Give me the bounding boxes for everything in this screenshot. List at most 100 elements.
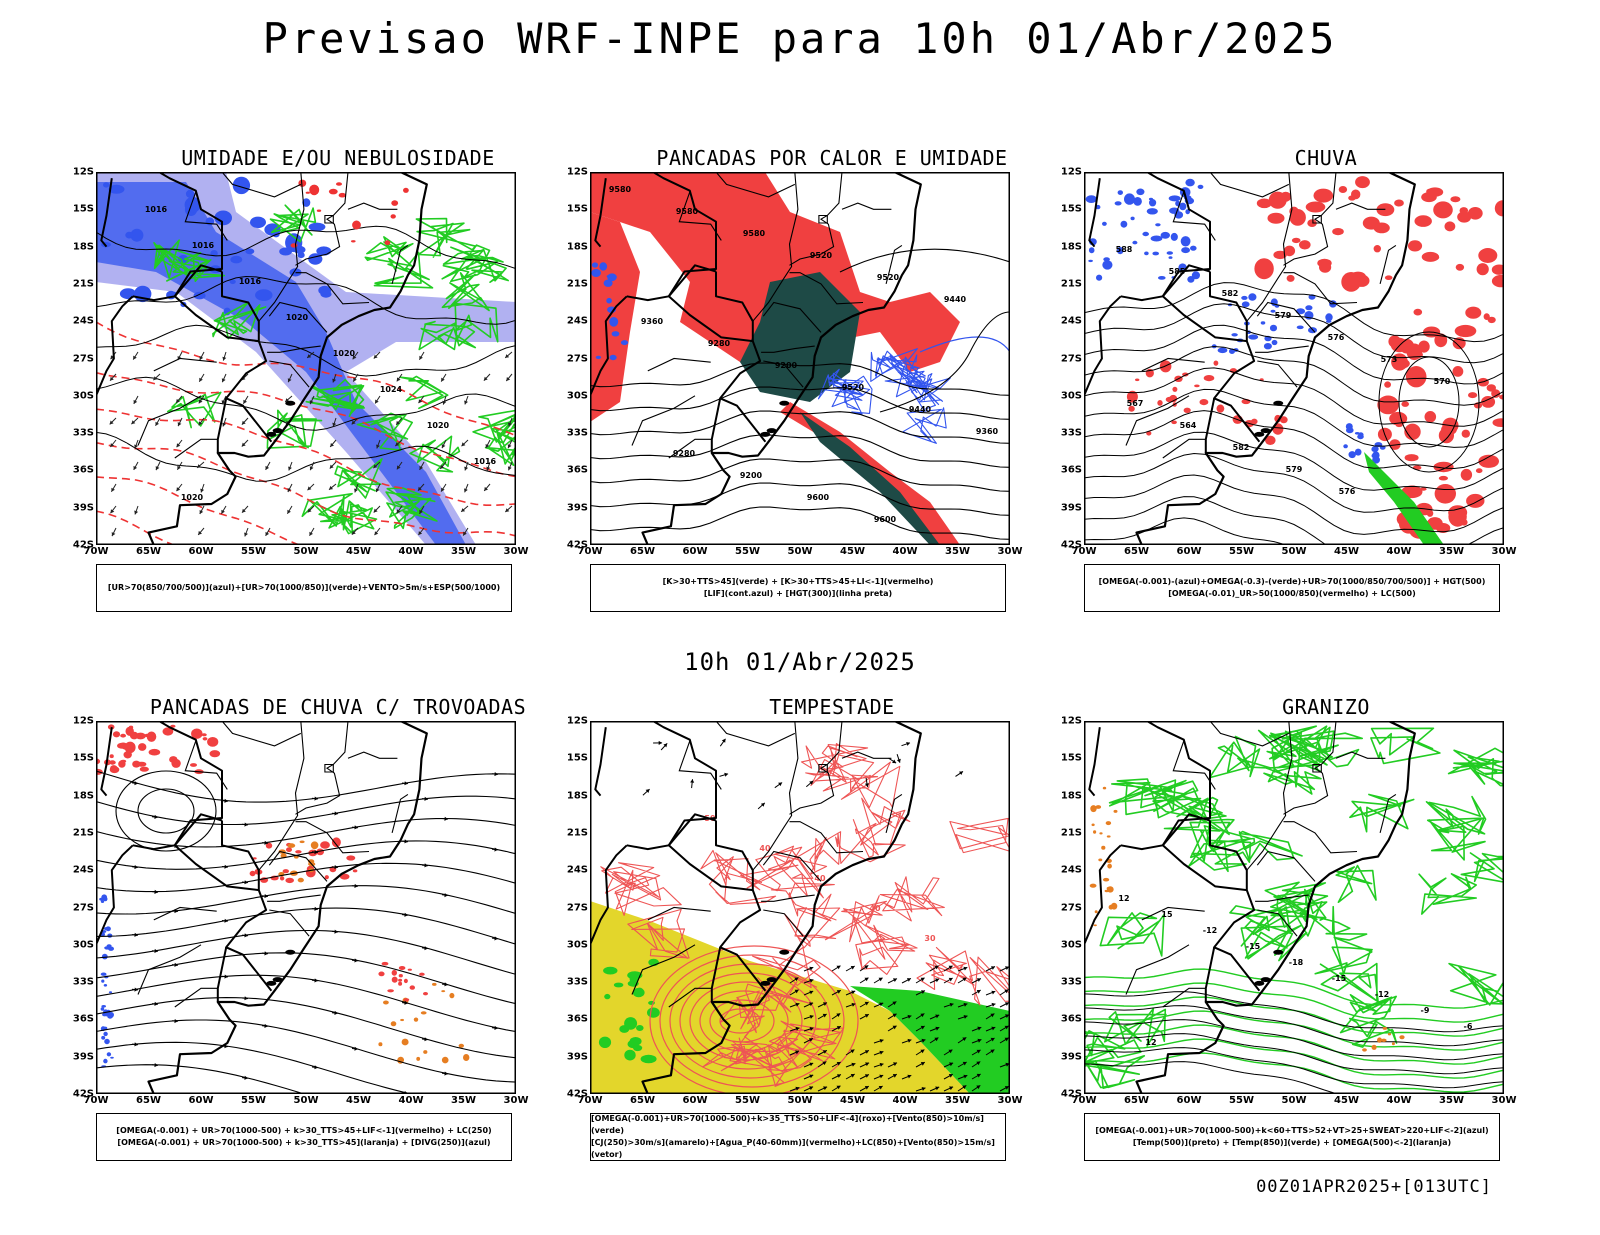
omega500-orange-blob bbox=[1103, 878, 1109, 882]
lat-tick-label: 15S bbox=[567, 204, 588, 215]
lon-tick-label: 70W bbox=[1072, 1095, 1097, 1106]
omega500-orange-blob bbox=[1107, 864, 1112, 869]
omega500-orange-blob bbox=[1381, 1039, 1387, 1042]
rain-red-blob bbox=[1433, 201, 1453, 218]
lat-tick-label: 27S bbox=[1061, 902, 1082, 913]
streamline-arrow bbox=[444, 817, 448, 821]
state-border-line bbox=[842, 203, 891, 209]
temp850-contour bbox=[1084, 1053, 1504, 1092]
storm-orange-blob bbox=[421, 1011, 427, 1014]
lat-tick-label: 30S bbox=[73, 390, 94, 401]
streamline-arrow bbox=[314, 1065, 318, 1069]
streamline-arrow bbox=[494, 848, 498, 852]
contour-label: -9 bbox=[1421, 1006, 1430, 1015]
lon-tick-label: 35W bbox=[945, 1095, 970, 1106]
streamline-arrow bbox=[404, 839, 408, 843]
storm-red-blob bbox=[398, 979, 402, 982]
lake-mark bbox=[760, 432, 770, 437]
storm-red-blob bbox=[190, 763, 197, 767]
rain-red-blob bbox=[1332, 228, 1344, 235]
humidity-low-contour bbox=[451, 247, 508, 282]
storm-orange-blob bbox=[432, 983, 437, 986]
storm-red-blob bbox=[126, 727, 134, 736]
hgt500-contour bbox=[1084, 304, 1504, 363]
streamline bbox=[96, 886, 516, 914]
lon-tick-label: 30W bbox=[998, 546, 1023, 557]
omega500-orange-blob bbox=[1392, 1042, 1395, 1045]
rain-red-blob bbox=[1405, 454, 1419, 461]
panel-title: PANCADAS POR CALOR E UMIDADE bbox=[582, 146, 1082, 170]
lat-tick-label: 18S bbox=[1061, 241, 1082, 252]
streamline-arrow bbox=[314, 797, 318, 801]
lon-tick-label: 55W bbox=[735, 546, 760, 557]
storm-red-blob bbox=[149, 749, 161, 756]
humidity-red-blob bbox=[309, 185, 319, 196]
rain-red-blob bbox=[1384, 381, 1391, 387]
wind850-green-blob bbox=[619, 1025, 629, 1033]
storm-red-blob bbox=[392, 977, 398, 983]
contour-label: 9600 bbox=[874, 515, 897, 524]
page-title: Previsao WRF-INPE para 10h 01/Abr/2025 bbox=[0, 14, 1600, 63]
humidity-red-blob bbox=[317, 210, 321, 212]
streamline-arrow bbox=[354, 825, 358, 829]
temp850-contour bbox=[1084, 969, 1504, 1008]
lif-blue-blob bbox=[599, 262, 607, 270]
lat-tick-label: 39S bbox=[73, 502, 94, 513]
rain-red-blob bbox=[1172, 387, 1177, 392]
humidity-red-blob bbox=[385, 240, 391, 245]
lon-tick-label: 70W bbox=[578, 546, 603, 557]
divergence-blue-blob bbox=[107, 1052, 111, 1056]
storm-red-blob bbox=[210, 750, 221, 757]
wind850-green-blob bbox=[599, 1037, 611, 1048]
lat-tick-label: 18S bbox=[1061, 790, 1082, 801]
rain-red-blob bbox=[1455, 325, 1477, 337]
lon-tick-label: 55W bbox=[735, 1095, 760, 1106]
lon-tick-label: 60W bbox=[1177, 546, 1202, 557]
contour-label: 9360 bbox=[641, 317, 664, 326]
lon-tick-label: 35W bbox=[1439, 546, 1464, 557]
streamline bbox=[96, 998, 516, 1058]
rain-red-blob bbox=[1450, 196, 1460, 202]
rain-red-blob bbox=[1157, 400, 1162, 406]
contour-label: 1020 bbox=[333, 349, 356, 358]
wind850-green-blob bbox=[603, 967, 617, 975]
streamline-arrow bbox=[224, 865, 228, 869]
humidity-blob bbox=[194, 292, 206, 300]
omega-blue-blob bbox=[1248, 334, 1258, 339]
lc850-contour bbox=[950, 818, 1010, 852]
lon-tick-label: 30W bbox=[1492, 546, 1517, 557]
lon-tick-label: 55W bbox=[241, 546, 266, 557]
omega-blue-blob bbox=[1355, 432, 1360, 435]
contour-label: 576 bbox=[1328, 333, 1345, 342]
lc850-contour bbox=[853, 916, 917, 959]
legend-line: [OMEGA(-0.01)_UR>50(1000/850)(vermelho) … bbox=[1168, 588, 1416, 600]
streamline-arrow bbox=[354, 958, 358, 962]
omega-blue-blob bbox=[1088, 260, 1093, 262]
storm-red-blob bbox=[423, 992, 428, 995]
lake-mark bbox=[779, 401, 789, 406]
lat-tick-label: 39S bbox=[1061, 502, 1082, 513]
lon-tick-label: 40W bbox=[1387, 1095, 1412, 1106]
lat-tick-label: 12S bbox=[567, 167, 588, 178]
divergence-blue-blob bbox=[101, 1007, 105, 1010]
state-border-line bbox=[222, 721, 301, 746]
country-border-line bbox=[1206, 947, 1214, 1002]
omega500-orange-blob bbox=[1099, 832, 1102, 834]
contour-label: 579 bbox=[1286, 465, 1303, 474]
state-border-line bbox=[1257, 852, 1315, 882]
streamline bbox=[96, 771, 516, 802]
humidity-low-contour bbox=[329, 501, 376, 534]
lat-tick-label: 30S bbox=[567, 390, 588, 401]
lat-tick-label: 12S bbox=[1061, 716, 1082, 727]
rain-red-blob bbox=[1435, 484, 1456, 504]
rain-red-blob bbox=[1445, 221, 1456, 231]
lat-tick-label: 33S bbox=[567, 977, 588, 988]
lif-blue-blob bbox=[612, 331, 620, 336]
rain-red-blob bbox=[1135, 379, 1139, 382]
